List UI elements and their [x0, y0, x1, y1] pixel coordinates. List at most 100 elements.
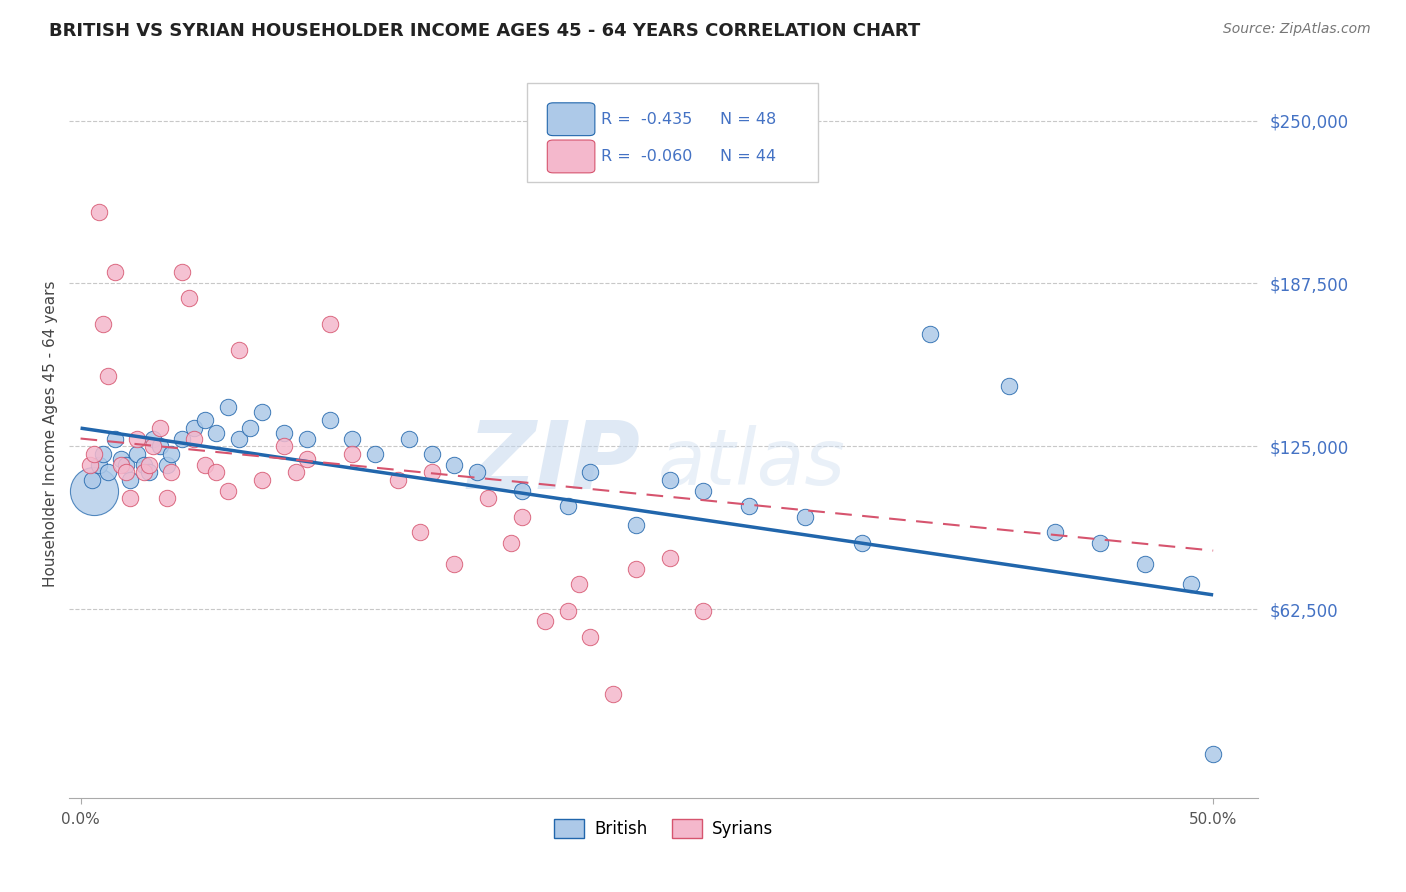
Point	[602, 687, 624, 701]
Point	[110, 458, 132, 472]
Point	[1088, 535, 1111, 549]
Point	[443, 458, 465, 472]
Point	[115, 466, 138, 480]
Text: atlas: atlas	[658, 425, 846, 500]
Point	[91, 317, 114, 331]
Point	[87, 458, 110, 472]
Point	[80, 473, 103, 487]
Point	[160, 466, 183, 480]
Point	[132, 458, 155, 472]
Text: N = 48: N = 48	[720, 112, 776, 127]
Text: R =  -0.060: R = -0.060	[600, 149, 692, 164]
Point	[273, 439, 295, 453]
Point	[284, 466, 307, 480]
Point	[568, 577, 591, 591]
Point	[120, 491, 142, 506]
Point	[103, 265, 125, 279]
Point	[794, 509, 817, 524]
Point	[120, 473, 142, 487]
Point	[409, 525, 432, 540]
Point	[658, 473, 681, 487]
Point	[138, 458, 160, 472]
Point	[342, 447, 364, 461]
Point	[194, 458, 217, 472]
Point	[97, 466, 120, 480]
Point	[97, 369, 120, 384]
Point	[172, 432, 194, 446]
Point	[319, 413, 342, 427]
Text: N = 44: N = 44	[720, 149, 776, 164]
Point	[217, 483, 239, 498]
Point	[183, 421, 205, 435]
FancyBboxPatch shape	[527, 83, 818, 182]
Point	[156, 458, 179, 472]
Point	[1180, 577, 1202, 591]
Point	[160, 447, 183, 461]
Point	[624, 562, 647, 576]
Point	[1043, 525, 1066, 540]
Point	[179, 291, 201, 305]
Point	[79, 458, 101, 472]
Point	[692, 603, 714, 617]
Point	[387, 473, 409, 487]
Point	[342, 432, 364, 446]
Point	[115, 458, 138, 472]
Point	[557, 603, 579, 617]
Point	[738, 500, 761, 514]
Point	[127, 432, 149, 446]
Point	[132, 466, 155, 480]
Point	[194, 413, 217, 427]
Point	[239, 421, 262, 435]
Legend: British, Syrians: British, Syrians	[547, 812, 780, 845]
Point	[624, 517, 647, 532]
Point	[228, 432, 250, 446]
Point	[142, 432, 165, 446]
Point	[295, 452, 318, 467]
Point	[510, 509, 533, 524]
Point	[420, 447, 443, 461]
Point	[217, 401, 239, 415]
Point	[87, 204, 110, 219]
Point	[510, 483, 533, 498]
Point	[127, 447, 149, 461]
Point	[138, 466, 160, 480]
Point	[205, 426, 228, 441]
Point	[499, 535, 522, 549]
Point	[110, 452, 132, 467]
Point	[319, 317, 342, 331]
Point	[156, 491, 179, 506]
Point	[692, 483, 714, 498]
Point	[83, 483, 105, 498]
Point	[998, 379, 1021, 393]
Point	[1202, 747, 1225, 761]
Point	[557, 500, 579, 514]
Point	[534, 614, 557, 628]
Point	[420, 466, 443, 480]
Point	[172, 265, 194, 279]
Text: R =  -0.435: R = -0.435	[600, 112, 692, 127]
Point	[398, 432, 420, 446]
Point	[250, 473, 273, 487]
Point	[295, 432, 318, 446]
Point	[658, 551, 681, 566]
Point	[465, 466, 488, 480]
Text: BRITISH VS SYRIAN HOUSEHOLDER INCOME AGES 45 - 64 YEARS CORRELATION CHART: BRITISH VS SYRIAN HOUSEHOLDER INCOME AGE…	[49, 22, 921, 40]
FancyBboxPatch shape	[547, 103, 595, 136]
Point	[228, 343, 250, 357]
Point	[142, 439, 165, 453]
Point	[477, 491, 499, 506]
Point	[103, 432, 125, 446]
Text: Source: ZipAtlas.com: Source: ZipAtlas.com	[1223, 22, 1371, 37]
Point	[443, 557, 465, 571]
Point	[364, 447, 387, 461]
Y-axis label: Householder Income Ages 45 - 64 years: Householder Income Ages 45 - 64 years	[44, 280, 58, 587]
FancyBboxPatch shape	[547, 140, 595, 173]
Point	[149, 421, 172, 435]
Point	[205, 466, 228, 480]
Point	[183, 432, 205, 446]
Point	[851, 535, 873, 549]
Point	[83, 447, 105, 461]
Point	[273, 426, 295, 441]
Point	[1135, 557, 1157, 571]
Point	[918, 327, 941, 342]
